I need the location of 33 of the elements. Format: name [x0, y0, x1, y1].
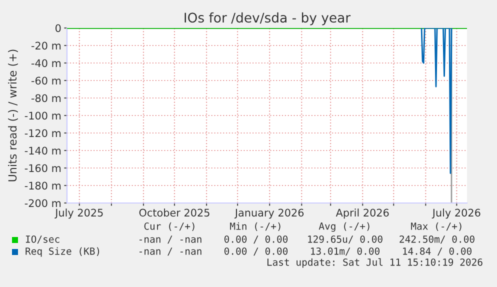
text: Cur (-/+) [144, 222, 194, 231]
text: -nan / -nan [140, 248, 202, 256]
x-tick-label: January 2026 [234, 208, 304, 219]
text: 242.50m/ 0.00 [400, 235, 474, 244]
text: Last update: Sat Jul 11 15:10:19 2026 [267, 258, 482, 268]
text: 14.84 / 0.00 [403, 247, 472, 256]
x-tick-label: April 2026 [336, 208, 389, 219]
y-tick-label: -140 m [24, 146, 61, 155]
text: Min (-/+) [230, 222, 280, 231]
legend-label: IO/sec [26, 235, 60, 244]
y-tick-label: -120 m [24, 129, 61, 138]
y-tick-label: -160 m [24, 164, 61, 172]
y-tick-label: 0 [56, 24, 61, 32]
text: 129.65u/ 0.00 [308, 235, 382, 244]
text: -nan / -nan [140, 236, 202, 244]
x-tick-label: July 2026 [432, 208, 480, 219]
x-tick-label: July 2025 [54, 208, 103, 219]
y-tick-label: -100 m [24, 112, 61, 120]
y-tick-label: -20 m [31, 42, 61, 50]
y-tick-label: -40 m [31, 59, 61, 68]
text: 0.00 / 0.00 [224, 235, 288, 244]
text: 13.01m/ 0.00 [311, 247, 380, 256]
y-tick-label: -80 m [31, 94, 61, 102]
text: Avg (-/+) [318, 222, 370, 232]
y-tick-label: -200 m [24, 199, 61, 208]
y-tick-label: -60 m [31, 76, 61, 85]
y-axis-title: Units read (-) / write (+) [8, 50, 18, 182]
legend-label: Req Size (KB) [26, 247, 100, 257]
text: Max (-/+) [411, 222, 462, 231]
y-tick-label: -180 m [24, 182, 61, 190]
x-tick-label: October 2025 [139, 208, 210, 217]
text: 0.00 / 0.00 [224, 247, 288, 256]
chart-title: IOs for /dev/sda - by year [184, 12, 351, 26]
